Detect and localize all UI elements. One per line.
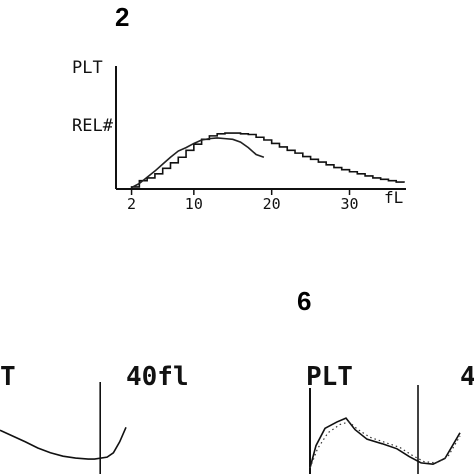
chart-panel-left [0,382,127,474]
x-tick-label: 20 [263,195,281,213]
histogram-step-series [123,132,405,190]
x-tick-label: 2 [127,195,136,213]
panel-number-2: 2 [115,2,130,32]
panel6-plt-label: PLT [306,362,353,392]
rel-label: REL# [72,116,113,136]
left-panel-unit: 40fl [126,362,189,392]
plt-label: PLT [72,58,103,78]
left-panel-label: T [0,362,16,392]
chart-panel-6 [309,385,461,474]
histogram-overlay-series [131,137,265,189]
panel6-unit-label: 4 [460,362,474,392]
panel6-solid-curve [309,417,461,469]
left-panel-curve [0,427,127,460]
panel-number-6: 6 [297,286,312,316]
x-tick-label: 30 [340,195,358,213]
x-unit-label: fL [384,188,404,207]
chart-panel-2: 2 10 20 30 [115,66,406,213]
x-tick-label: 10 [185,195,203,213]
